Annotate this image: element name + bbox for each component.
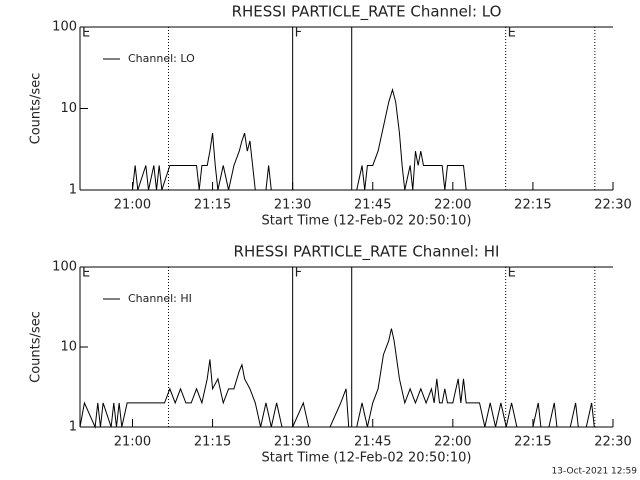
y-tick-label: 10	[60, 340, 77, 355]
y-axis-label: Counts/sec	[29, 311, 44, 383]
event-label: F	[295, 266, 302, 281]
x-tick-label: 21:45	[354, 435, 391, 450]
event-label: E	[508, 266, 516, 281]
y-tick-label: 1	[69, 183, 77, 198]
x-tick-label: 22:15	[514, 435, 551, 450]
legend-label: Channel: LO	[128, 52, 195, 65]
event-label: E	[82, 266, 90, 281]
chart-title: RHESSI PARTICLE_RATE Channel: HI	[234, 243, 500, 262]
x-tick-label: 22:00	[434, 198, 471, 213]
x-tick-label: 21:45	[354, 198, 391, 213]
chart-panel: RHESSI PARTICLE_RATE Channel: HI Counts/s…	[29, 243, 632, 466]
x-tick-label: 22:15	[514, 198, 551, 213]
y-tick-label: 1	[69, 420, 77, 435]
x-tick-label: 21:15	[194, 198, 231, 213]
data-line	[80, 87, 469, 191]
y-tick-label: 10	[60, 101, 77, 116]
legend-label: Channel: HI	[128, 292, 192, 305]
x-tick-label: 21:30	[274, 198, 311, 213]
y-tick-label: 100	[52, 260, 77, 275]
chart-panel: RHESSI PARTICLE_RATE Channel: LO Counts/s…	[29, 3, 632, 229]
data-line	[79, 328, 613, 429]
y-axis-label: Counts/sec	[29, 73, 44, 145]
x-tick-label: 21:00	[114, 435, 151, 450]
chart-title: RHESSI PARTICLE_RATE Channel: LO	[232, 3, 502, 22]
event-label: E	[508, 26, 516, 41]
x-tick-label: 22:30	[594, 435, 631, 450]
x-tick-label: 22:30	[594, 198, 631, 213]
footer: 13-Oct-2021 12:59	[552, 467, 638, 477]
x-tick-label: 22:00	[434, 435, 471, 450]
x-tick-label: 21:15	[194, 435, 231, 450]
x-axis-label: Start Time (12-Feb-02 20:50:10)	[262, 451, 472, 466]
x-tick-label: 21:30	[274, 435, 311, 450]
event-label: F	[295, 26, 302, 41]
y-tick-label: 100	[52, 20, 77, 35]
x-tick-label: 21:00	[114, 198, 151, 213]
event-label: E	[82, 26, 90, 41]
x-axis-label: Start Time (12-Feb-02 20:50:10)	[262, 214, 472, 229]
